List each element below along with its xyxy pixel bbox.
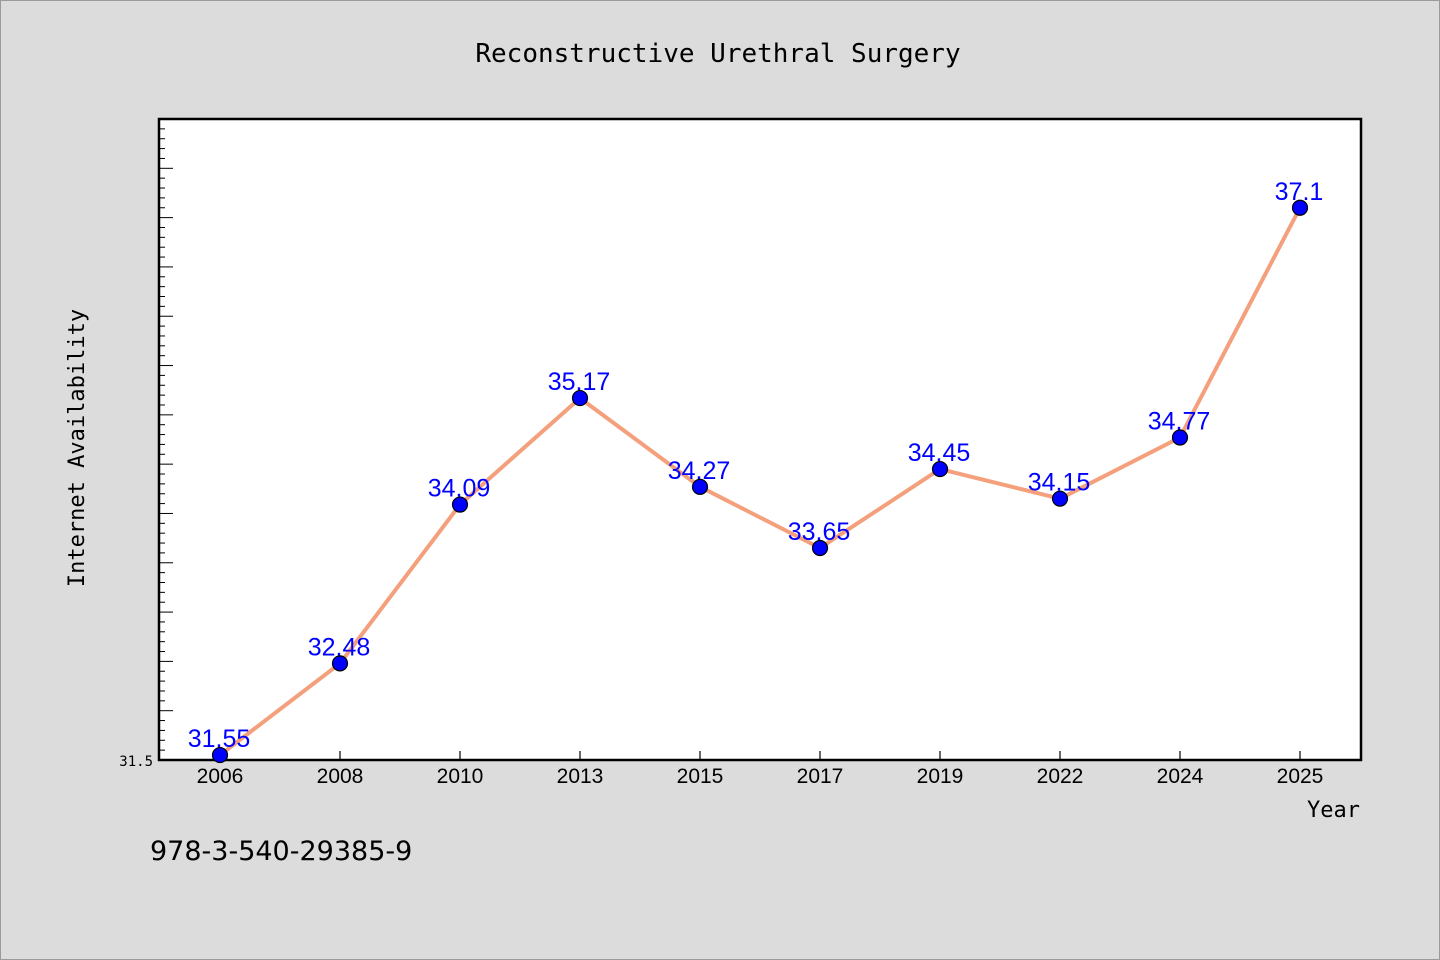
data-point bbox=[211, 746, 229, 764]
data-point bbox=[571, 389, 589, 407]
x-tick-label: 2008 bbox=[317, 765, 364, 788]
x-tick-label: 2024 bbox=[1157, 765, 1204, 788]
x-axis-label: Year bbox=[1307, 798, 1360, 823]
data-point bbox=[451, 496, 469, 513]
x-tick-label: 2006 bbox=[197, 765, 244, 788]
data-point bbox=[931, 460, 949, 478]
x-tick-label: 2019 bbox=[917, 765, 964, 788]
data-point bbox=[1171, 429, 1189, 446]
series-line bbox=[218, 205, 1302, 758]
y-axis-ticks bbox=[159, 118, 173, 761]
x-tick-label: 2013 bbox=[557, 765, 604, 788]
series-internet-availability: 31.5532.4834.0935.1734.2733.6534.4534.15… bbox=[188, 178, 1323, 764]
x-axis-ticks: 2006 2008 2010 2013 2015 2017 2019 2022 2024 2025 bbox=[197, 751, 1324, 788]
data-point bbox=[811, 539, 829, 557]
chart-title: Reconstructive Urethral Surgery bbox=[475, 39, 960, 69]
x-tick-label: 2025 bbox=[1277, 765, 1324, 788]
data-point bbox=[331, 655, 349, 672]
x-tick-label: 2022 bbox=[1037, 765, 1084, 788]
x-tick-label: 2015 bbox=[677, 765, 724, 788]
y-axis-min-label: 31.5 bbox=[119, 754, 153, 770]
data-point bbox=[1051, 490, 1069, 507]
data-point bbox=[1291, 199, 1309, 216]
y-axis-label: Internet Availability bbox=[65, 309, 90, 587]
footer-code: 978-3-540-29385-9 bbox=[150, 836, 413, 867]
x-tick-label: 2010 bbox=[437, 765, 484, 788]
x-tick-label: 2017 bbox=[797, 765, 844, 788]
data-point bbox=[691, 478, 709, 495]
plot-area bbox=[157, 117, 1363, 762]
